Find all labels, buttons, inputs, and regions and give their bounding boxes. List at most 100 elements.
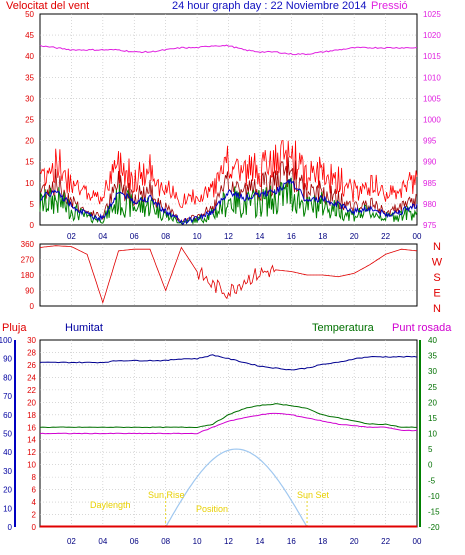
pressure-label: Pressió	[371, 0, 408, 12]
panel3-x-tick-label: 06	[130, 537, 139, 546]
wind-tick-label: 25	[25, 116, 34, 125]
direction-tick-label: 270	[21, 256, 35, 265]
rain-tick-label: 2	[32, 511, 37, 520]
humidity-tick-label: 0	[8, 523, 13, 532]
temperature-label: Temperatura	[312, 322, 375, 334]
panel1-x-tick-label: 04	[98, 232, 107, 241]
temperature-tick-label: 25	[428, 383, 437, 392]
humidity-tick-label: 30	[3, 467, 12, 476]
chart-title: 24 hour graph day : 22 Noviembre 2014	[172, 0, 366, 12]
humidity-label: Humitat	[65, 322, 103, 334]
temperature-tick-label: -10	[428, 492, 440, 501]
wind-tick-label: 20	[25, 137, 34, 146]
panel1-x-tick-label: 18	[318, 232, 327, 241]
temperature-tick-label: 30	[428, 367, 437, 376]
panel1-x-tick-label: 06	[130, 232, 139, 241]
panel3-x-tick-label: 08	[161, 537, 170, 546]
panel1-x-tick-label: 14	[255, 232, 264, 241]
humidity-tick-label: 20	[3, 486, 12, 495]
pressure-tick-label: 990	[423, 158, 437, 167]
panel1-x-tick-label: 00	[413, 232, 422, 241]
wind-tick-label: 45	[25, 31, 34, 40]
temperature-line	[39, 403, 417, 429]
wind-tick-label: 15	[25, 158, 34, 167]
wind-tick-label: 35	[25, 73, 34, 82]
wind-tick-label: 5	[30, 200, 35, 209]
direction-tick-label: 180	[21, 271, 35, 280]
pressure-tick-label: 980	[423, 200, 437, 209]
wind-gust-line	[39, 140, 418, 208]
compass-label: W	[432, 257, 443, 269]
rain-label: Pluja	[2, 322, 27, 334]
sun-position-line	[165, 448, 308, 528]
wind-green-line	[39, 177, 418, 226]
temperature-axis-bar	[419, 340, 421, 527]
temperature-tick-label: 0	[428, 461, 433, 470]
panel1-x-tick-label: 02	[67, 232, 76, 241]
rain-tick-label: 6	[32, 486, 37, 495]
wind-speed-label: Velocitat del vent	[6, 0, 89, 12]
rain-tick-label: 22	[27, 386, 36, 395]
wind-tick-label: 10	[25, 179, 34, 188]
rain-tick-label: 0	[32, 523, 37, 532]
pressure-tick-label: 995	[423, 137, 437, 146]
wind-speed-line	[39, 157, 418, 223]
wind-pressure-panel: 0510152025303540455097598098599099510001…	[25, 10, 441, 241]
wind-tick-label: 30	[25, 94, 34, 103]
temperature-tick-label: 40	[428, 336, 437, 345]
pressure-tick-label: 1000	[423, 116, 441, 125]
temp-humidity-panel: 0102030405060708090100024681012141618202…	[0, 336, 440, 546]
temperature-tick-label: 10	[428, 430, 437, 439]
panel3-x-tick-label: 20	[350, 537, 359, 546]
panel3-x-tick-label: 18	[318, 537, 327, 546]
direction-tick-label: 0	[30, 302, 35, 311]
pressure-tick-label: 975	[423, 221, 437, 230]
humidity-axis-bar	[14, 340, 16, 527]
humidity-tick-label: 10	[3, 504, 12, 513]
pressure-tick-label: 1020	[423, 31, 441, 40]
compass-label: S	[433, 272, 440, 284]
panel1-x-tick-label: 22	[381, 232, 390, 241]
panel1-x-tick-label: 12	[224, 232, 233, 241]
temperature-tick-label: -20	[428, 523, 440, 532]
temperature-tick-label: 15	[428, 414, 437, 423]
temperature-tick-label: 5	[428, 445, 433, 454]
panel3-x-tick-label: 00	[413, 537, 422, 546]
temperature-tick-label: -5	[428, 476, 436, 485]
panel3-x-tick-label: 22	[381, 537, 390, 546]
wind-direction-line	[39, 245, 418, 304]
dew-point-label: Punt rosada	[392, 322, 452, 334]
humidity-tick-label: 60	[3, 411, 12, 420]
humidity-tick-label: 40	[3, 448, 12, 457]
humidity-tick-label: 100	[0, 336, 13, 345]
panel1-x-tick-label: 10	[193, 232, 202, 241]
wind-tick-label: 0	[30, 221, 35, 230]
compass-label: N	[433, 241, 441, 253]
temperature-tick-label: -15	[428, 507, 440, 516]
compass-label: N	[433, 303, 441, 315]
rain-tick-label: 24	[27, 373, 36, 382]
panel3-x-tick-label: 16	[287, 537, 296, 546]
dew-point-line	[39, 412, 418, 435]
sunrise-label: Sun Rise	[148, 490, 185, 500]
panel3-x-tick-label: 12	[224, 537, 233, 546]
rain-tick-label: 18	[27, 411, 36, 420]
humidity-tick-label: 70	[3, 392, 12, 401]
rain-tick-label: 16	[27, 423, 36, 432]
humidity-tick-label: 90	[3, 355, 12, 364]
humidity-tick-label: 50	[3, 430, 12, 439]
panel3-x-tick-label: 04	[98, 537, 107, 546]
compass-label: E	[433, 288, 440, 300]
rain-tick-label: 28	[27, 348, 36, 357]
panel3-x-tick-label: 14	[255, 537, 264, 546]
rain-tick-label: 8	[32, 473, 37, 482]
pressure-tick-label: 985	[423, 179, 437, 188]
position-label: Position	[196, 504, 228, 514]
pressure-tick-label: 1005	[423, 94, 441, 103]
panel1-x-tick-label: 08	[161, 232, 170, 241]
sunset-label: Sun Set	[297, 490, 330, 500]
direction-tick-label: 360	[21, 240, 35, 249]
pressure-tick-label: 1025	[423, 10, 441, 19]
